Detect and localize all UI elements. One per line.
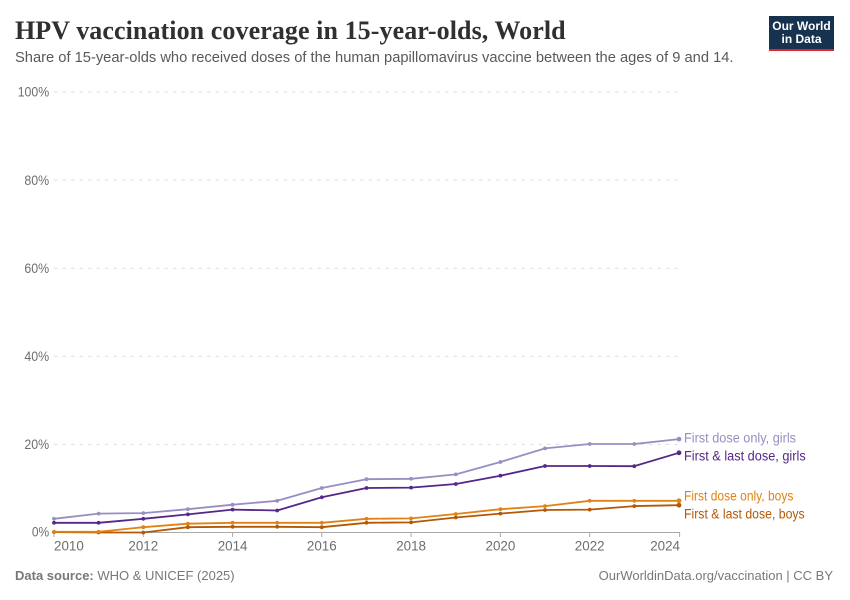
svg-text:First & last dose, girls: First & last dose, girls [684,449,806,464]
svg-text:First dose only, girls: First dose only, girls [684,430,796,445]
svg-text:20%: 20% [24,436,49,452]
svg-text:2016: 2016 [307,538,337,554]
svg-text:60%: 60% [24,260,49,276]
svg-text:2020: 2020 [486,538,516,554]
svg-text:2022: 2022 [575,538,605,554]
svg-text:2018: 2018 [396,538,426,554]
svg-text:2014: 2014 [218,538,248,554]
svg-text:100%: 100% [18,84,50,100]
svg-text:40%: 40% [24,348,49,364]
svg-text:0%: 0% [32,524,49,540]
svg-text:First dose only, boys: First dose only, boys [684,489,794,504]
svg-text:2010: 2010 [54,538,84,554]
svg-text:First & last dose, boys: First & last dose, boys [684,506,805,521]
svg-text:80%: 80% [24,172,49,188]
svg-text:2024: 2024 [650,538,680,554]
svg-text:2012: 2012 [128,538,158,554]
